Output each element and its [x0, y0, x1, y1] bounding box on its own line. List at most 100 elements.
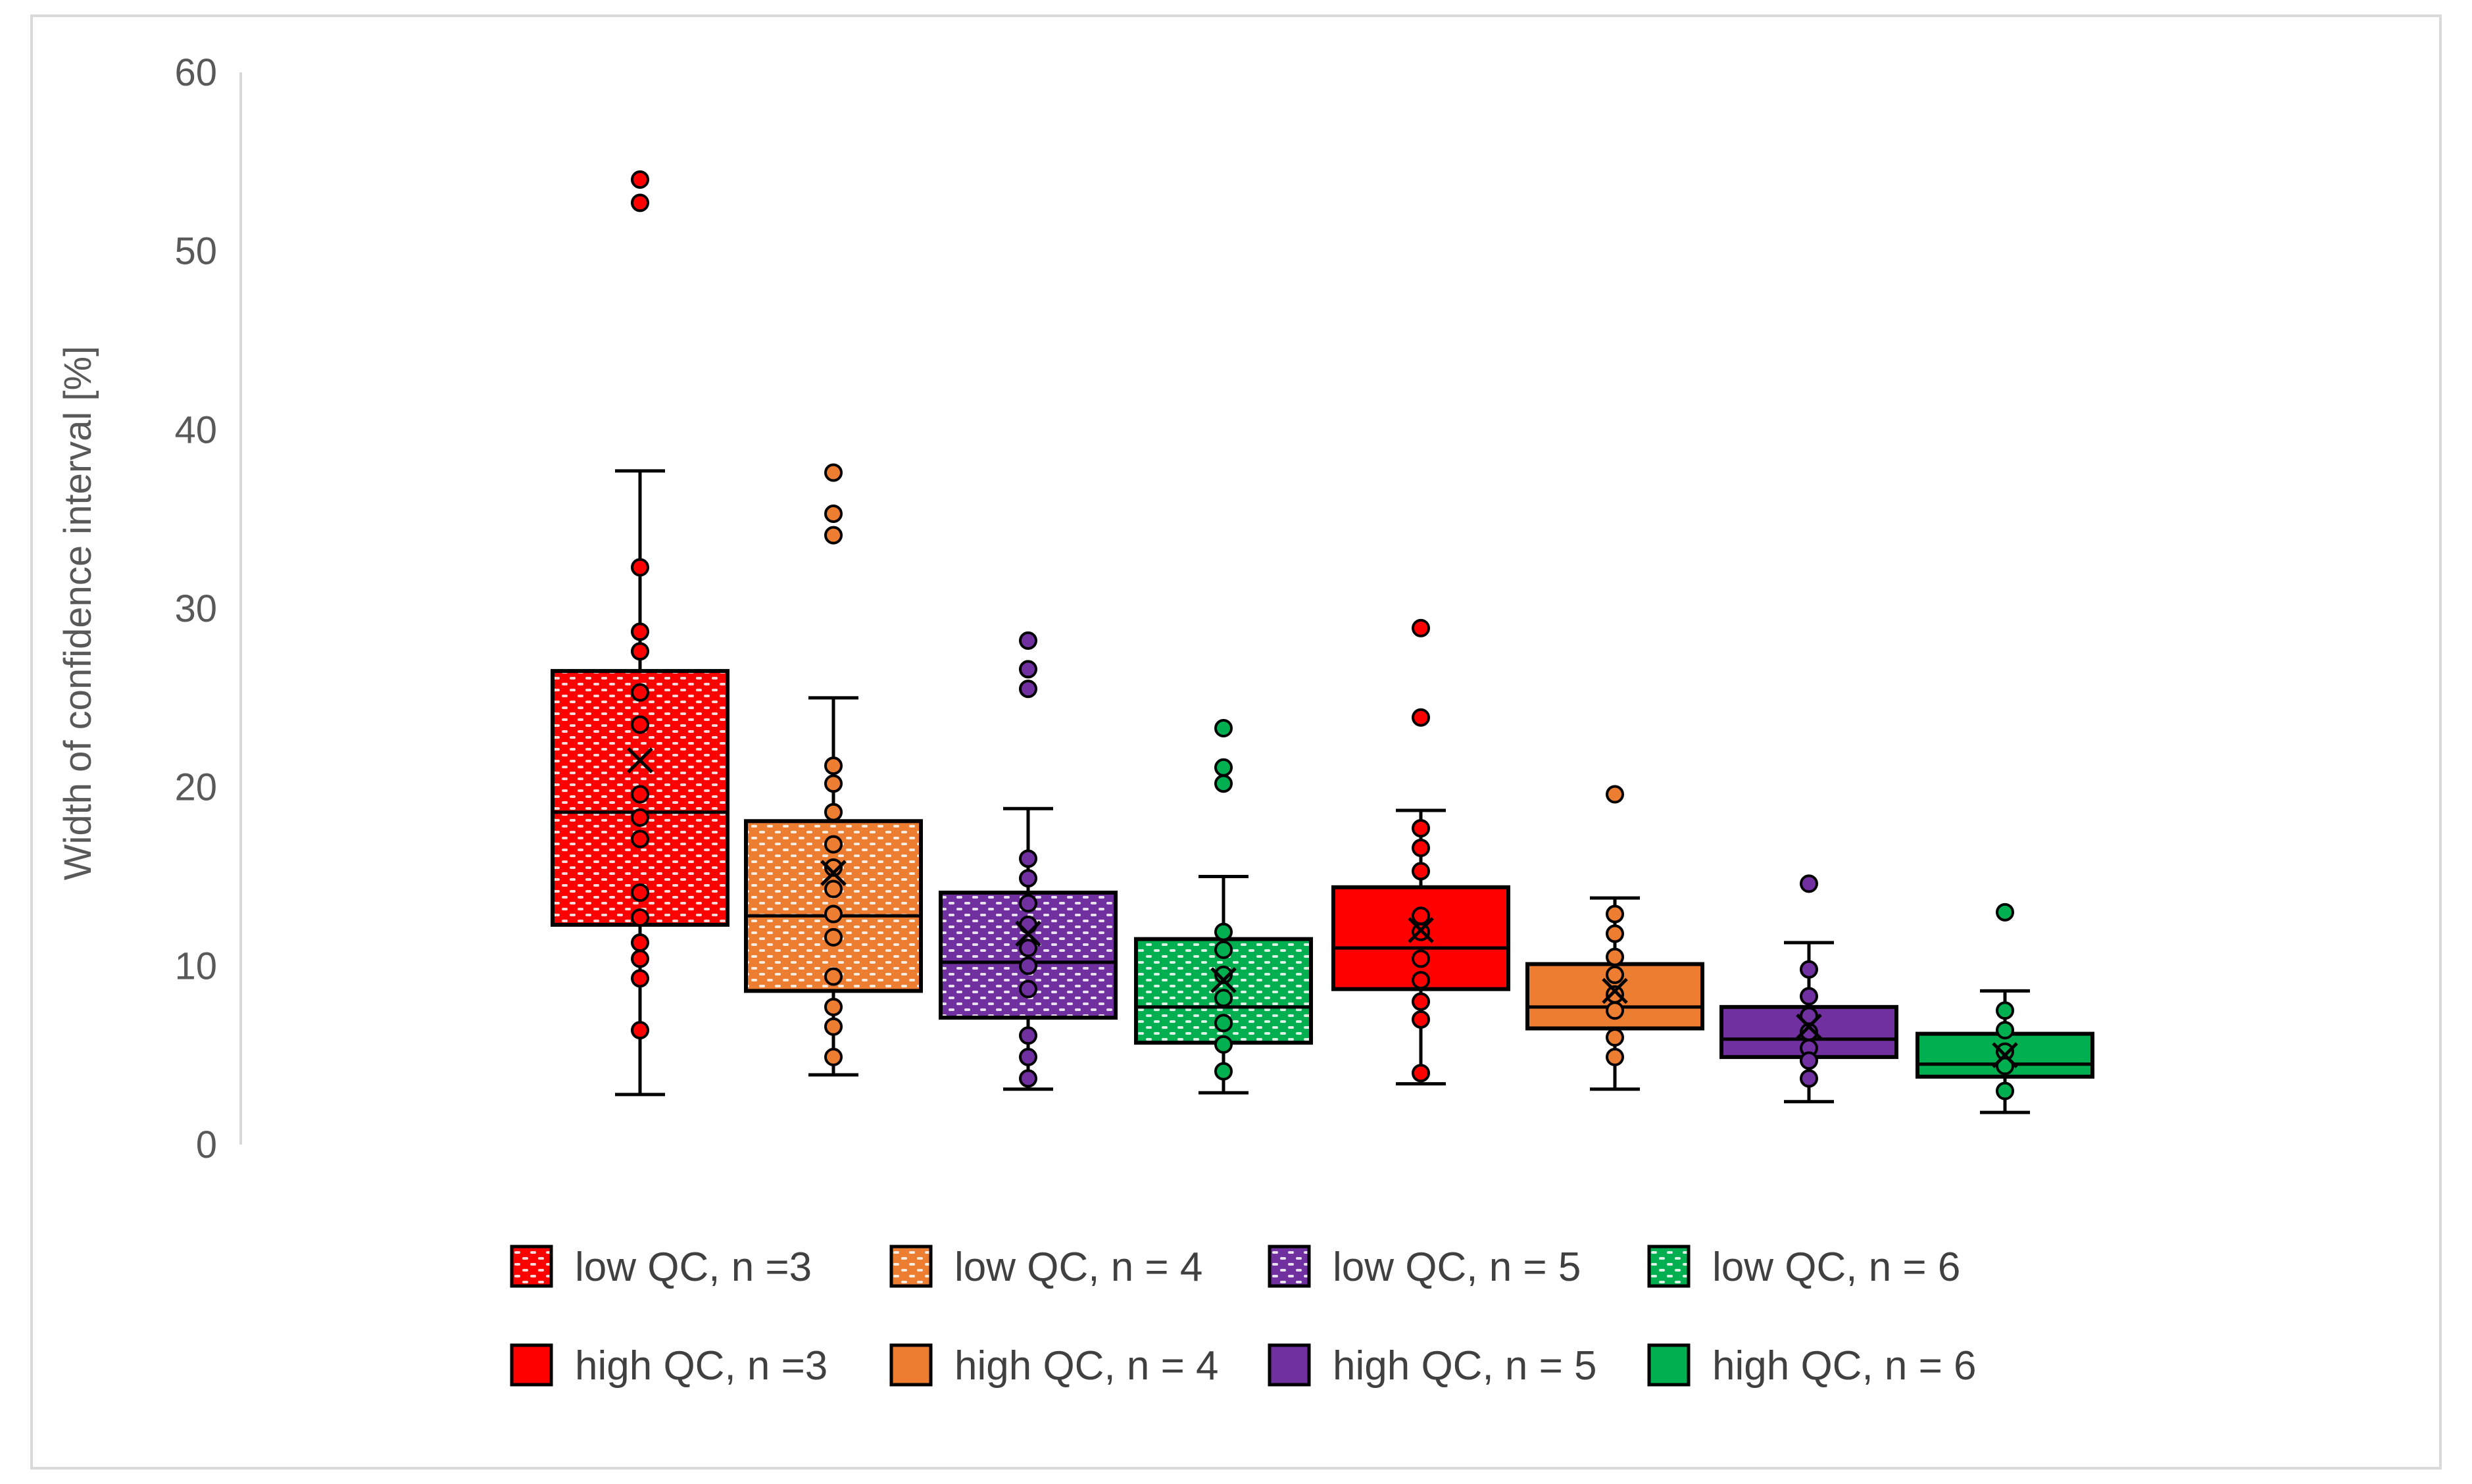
- legend-swatch: [510, 1343, 553, 1387]
- data-point: [631, 642, 649, 661]
- data-point: [824, 526, 843, 545]
- data-point: [631, 949, 649, 968]
- legend-swatch: [889, 1343, 933, 1387]
- data-point: [631, 170, 649, 189]
- data-point: [631, 1021, 649, 1040]
- data-point: [824, 505, 843, 524]
- data-point: [1996, 1021, 2014, 1040]
- data-point: [1412, 949, 1430, 968]
- legend-label: high QC, n = 5: [1333, 1343, 1597, 1389]
- data-point: [1800, 960, 1818, 979]
- data-point: [824, 1047, 843, 1066]
- legend-label: high QC, n =3: [575, 1343, 828, 1389]
- legend-swatch: [1268, 1245, 1311, 1288]
- data-point: [824, 835, 843, 854]
- box-group: [744, 463, 923, 1077]
- data-point: [631, 785, 649, 804]
- data-point: [1996, 1081, 2014, 1101]
- data-point: [1412, 992, 1430, 1011]
- legend-item: low QC, n =3: [510, 1245, 812, 1290]
- legend-label: high QC, n = 6: [1712, 1343, 1977, 1389]
- box-group: [1331, 618, 1510, 1086]
- data-point: [1412, 708, 1430, 727]
- legend-label: low QC, n = 6: [1712, 1245, 1960, 1290]
- data-point: [824, 803, 843, 822]
- legend-item: high QC, n = 5: [1268, 1343, 1597, 1389]
- legend-label: low QC, n = 4: [954, 1245, 1202, 1290]
- y-tick-label: 50: [174, 230, 217, 273]
- data-point: [631, 715, 649, 734]
- data-point: [631, 193, 649, 212]
- data-point: [1412, 839, 1430, 858]
- data-point: [1214, 758, 1233, 777]
- legend-item: high QC, n =3: [510, 1343, 828, 1389]
- data-point: [824, 879, 843, 899]
- legend-swatch: [889, 1245, 933, 1288]
- legend-swatch: [510, 1245, 553, 1288]
- mean-marker: [627, 747, 653, 774]
- data-point: [1019, 869, 1037, 888]
- legend-swatch: [1268, 1343, 1311, 1387]
- data-point: [1412, 906, 1430, 926]
- data-point: [1019, 631, 1037, 650]
- data-point: [631, 908, 649, 927]
- data-point: [1606, 1047, 1624, 1066]
- y-axis-title: Width of confidence interval [%]: [57, 346, 99, 880]
- y-tick-labels: 0 10 20 30 40 50 60: [174, 51, 217, 1166]
- data-point: [631, 683, 649, 702]
- legend-item: low QC, n = 5: [1268, 1245, 1581, 1290]
- legend-label: low QC, n =3: [575, 1245, 812, 1290]
- data-point: [1214, 940, 1233, 959]
- legend-item: low QC, n = 4: [889, 1245, 1202, 1290]
- chart-border: [30, 14, 2442, 1470]
- data-point: [1214, 989, 1233, 1008]
- data-point: [1019, 1047, 1037, 1066]
- data-point: [1214, 1035, 1233, 1054]
- data-point: [1214, 774, 1233, 793]
- data-point: [1214, 922, 1233, 941]
- mean-marker: [820, 860, 847, 886]
- mean-marker: [1992, 1042, 2018, 1068]
- y-tick-label: 40: [174, 408, 217, 451]
- data-point: [1606, 904, 1624, 924]
- data-point: [1606, 965, 1624, 984]
- y-tick-label: 0: [196, 1124, 217, 1166]
- data-point: [1606, 1001, 1624, 1020]
- legend-label: high QC, n = 4: [954, 1343, 1219, 1389]
- data-point: [1019, 1069, 1037, 1088]
- box-group: [1525, 785, 1704, 1091]
- data-point: [1996, 1056, 2014, 1076]
- data-point: [1412, 862, 1430, 881]
- data-point: [1019, 939, 1037, 958]
- data-point: [631, 808, 649, 827]
- data-point: [631, 829, 649, 849]
- data-point: [824, 997, 843, 1016]
- data-point: [631, 883, 649, 902]
- data-point: [1800, 1069, 1818, 1088]
- data-point: [1996, 903, 2014, 922]
- data-point: [1214, 965, 1233, 984]
- mean-marker: [1015, 920, 1041, 947]
- legend-item: high QC, n = 6: [1647, 1343, 1977, 1389]
- mean-marker: [1408, 917, 1434, 943]
- data-point: [1412, 1010, 1430, 1029]
- data-point: [631, 558, 649, 577]
- y-tick-label: 10: [174, 945, 217, 987]
- data-point: [824, 904, 843, 924]
- box-group: [1134, 719, 1313, 1095]
- data-point: [1606, 924, 1624, 943]
- data-point: [1996, 1001, 2014, 1020]
- legend-item: high QC, n = 4: [889, 1343, 1219, 1389]
- data-point: [824, 928, 843, 947]
- legend-swatch: [1647, 1343, 1691, 1387]
- data-point: [1800, 874, 1818, 893]
- y-tick-label: 20: [174, 766, 217, 809]
- data-point: [1019, 894, 1037, 913]
- data-point: [1412, 971, 1430, 990]
- data-point: [1019, 680, 1037, 699]
- legend-item: low QC, n = 6: [1647, 1245, 1960, 1290]
- data-point: [1800, 1051, 1818, 1070]
- data-point: [824, 774, 843, 793]
